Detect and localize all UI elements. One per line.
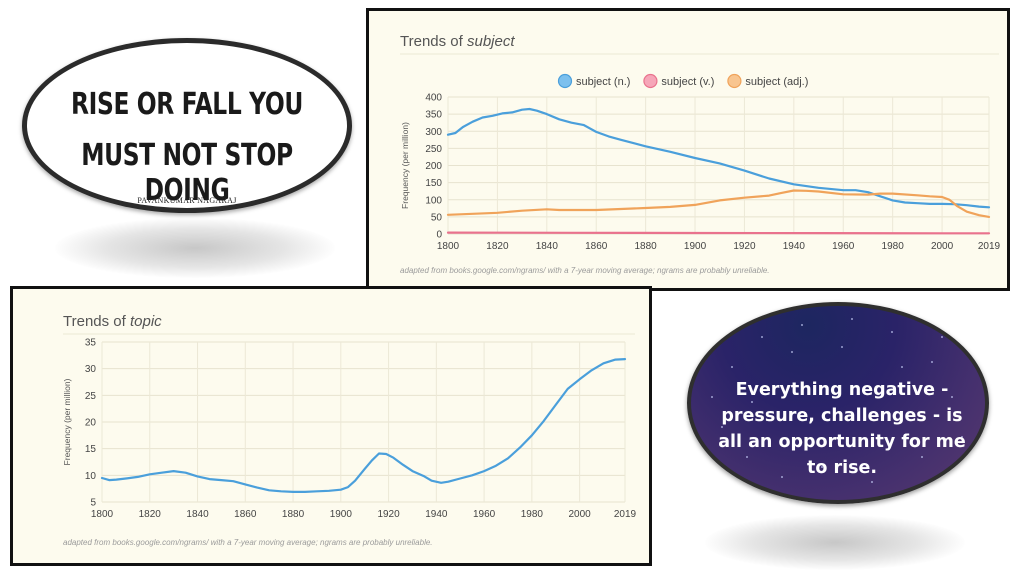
y-tick-label: 200 [425,161,442,172]
chart-subject: Trends of subject subject (n.) subject (v.… [400,33,1001,275]
y-tick-label: 25 [85,391,97,402]
x-tick-label: 1820 [139,509,162,520]
star-dot [921,456,923,458]
y-tick-label: 150 [425,178,442,189]
legend-label-1: subject (v.) [661,76,714,88]
x-tick-label: 2000 [931,241,954,252]
y-tick-label: 100 [425,195,442,206]
x-tick-label: 1920 [733,241,756,252]
quote-oval-top: RISE OR FALL YOU MUST NOT STOP DOING PAV… [22,38,352,213]
star-dot [731,366,733,368]
star-dot [841,346,843,348]
y-tick-label: 5 [90,498,96,509]
star-dot [941,336,943,338]
y-tick-label: 300 [425,127,442,138]
chart-panel-subject: Trends of subject subject (n.) subject (v.… [366,8,1010,291]
star-dot [746,456,748,458]
y-tick-label: 20 [85,418,97,429]
y-tick-label: 35 [85,338,97,349]
y-tick-label: 250 [425,144,442,155]
y-tick-label: 30 [85,364,97,375]
x-tick-label: 1820 [486,241,509,252]
y-axis-label: Frequency (per million) [62,378,72,465]
y-tick-label: 10 [85,471,97,482]
star-dot [891,331,893,333]
series-line-2 [446,189,991,218]
chart-footer: adapted from books.google.com/ngrams/ wi… [63,538,433,547]
legend-marker-0 [557,73,573,89]
x-tick-label: 1880 [282,509,305,520]
chart-title: Trends of subject [400,33,515,50]
quote-author: PAVANKUMAR NAGARAJ [137,196,237,205]
star-dot [951,396,953,398]
star-dot [851,318,853,320]
quote-oval-bottom: Everything negative - pressure, challeng… [687,302,989,504]
x-tick-label: 1940 [783,241,806,252]
chart-panel-topic: Trends of topic 5 10 15 20 25 30 35 1800 1820 1840… [10,286,652,566]
x-tick-label: 1960 [473,509,496,520]
x-tick-label: 2019 [978,241,1001,252]
shadow-left [55,218,335,278]
x-tick-label: 1920 [377,509,400,520]
star-dot [961,436,963,438]
legend-marker-1 [643,73,658,89]
star-dot [901,366,903,368]
x-tick-label: 2019 [614,509,637,520]
x-tick-label: 1880 [635,241,658,252]
x-tick-label: 1840 [536,241,559,252]
star-dot [801,324,803,326]
series-line-0 [446,107,991,209]
series-line-1 [446,231,991,235]
star-dot [821,466,823,468]
x-tick-label: 1800 [91,509,114,520]
x-tick-label: 1860 [234,509,257,520]
chart-footer: adapted from books.google.com/ngrams/ wi… [400,266,770,275]
y-tick-label: 350 [425,110,442,121]
x-tick-label: 1980 [882,241,905,252]
quote-line-1: RISE OR FALL YOU [71,87,303,122]
star-dot [761,336,763,338]
x-tick-label: 2000 [569,509,592,520]
x-tick-label: 1980 [521,509,544,520]
legend-label-2: subject (adj.) [745,76,808,88]
quote-text: Everything negative - pressure, challeng… [718,380,966,478]
quote-line-2: MUST NOT STOP DOING [81,138,293,208]
y-tick-label: 0 [436,230,442,241]
x-tick-label: 1960 [832,241,855,252]
legend-label-0: subject (n.) [576,76,630,88]
y-tick-label: 400 [425,93,442,104]
chart-topic: Trends of topic 5 10 15 20 25 30 35 1800 1820 1840… [62,313,637,547]
star-dot [931,361,933,363]
y-tick-label: 50 [431,212,443,223]
x-tick-label: 1860 [585,241,608,252]
chart-title: Trends of topic [63,313,162,330]
shadow-right [705,515,965,570]
star-dot [791,351,793,353]
x-tick-label: 1900 [684,241,707,252]
x-tick-label: 1800 [437,241,460,252]
star-dot [721,426,723,428]
x-tick-label: 1840 [186,509,209,520]
x-tick-label: 1900 [330,509,353,520]
star-dot [751,401,753,403]
star-dot [711,396,713,398]
star-dot [781,476,783,478]
x-tick-label: 1940 [425,509,448,520]
y-tick-label: 15 [85,444,97,455]
star-dot [871,481,873,483]
y-axis-label: Frequency (per million) [400,122,410,209]
series-line-0 [100,358,627,493]
legend-marker-2 [727,73,742,89]
